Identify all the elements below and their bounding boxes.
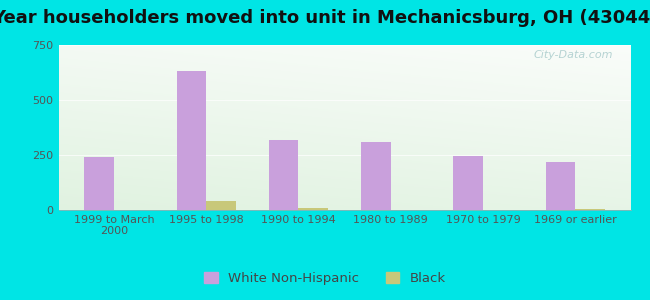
Bar — [269, 140, 298, 210]
Text: City-Data.com: City-Data.com — [534, 50, 614, 60]
Bar — [545, 162, 575, 210]
Text: Year householders moved into unit in Mechanicsburg, OH (43044): Year householders moved into unit in Mec… — [0, 9, 650, 27]
Bar — [206, 201, 236, 210]
Bar — [177, 71, 206, 210]
Bar — [298, 208, 328, 210]
Legend: White Non-Hispanic, Black: White Non-Hispanic, Black — [199, 267, 451, 290]
Bar — [575, 209, 604, 210]
Bar — [453, 156, 483, 210]
Bar — [361, 142, 391, 210]
Bar — [84, 157, 114, 210]
